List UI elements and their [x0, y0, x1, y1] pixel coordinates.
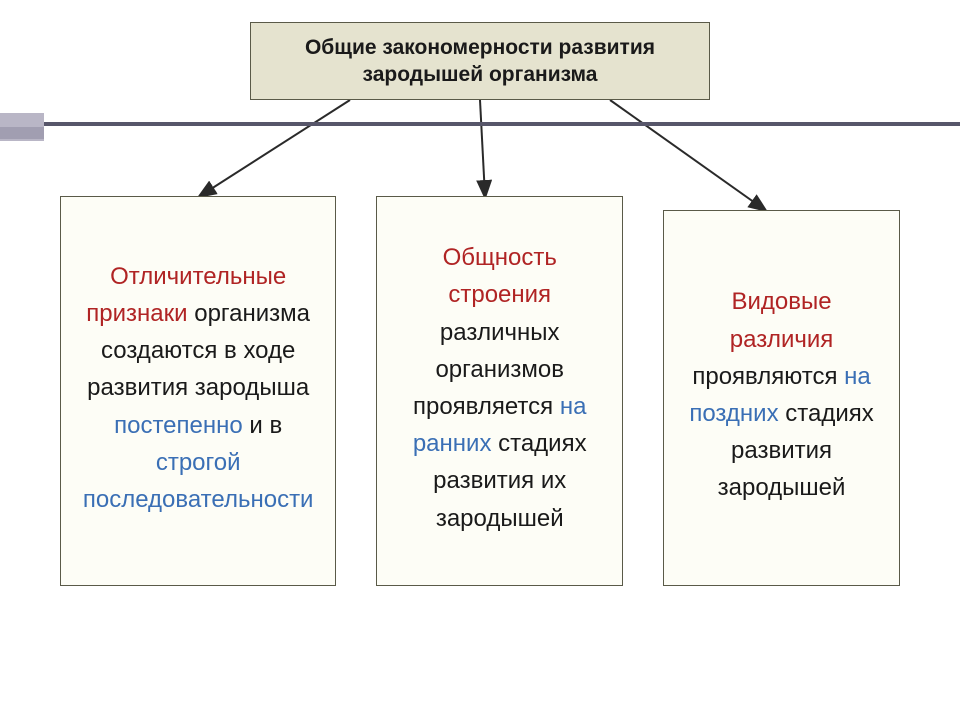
- column-text-0: Отличительные признаки организма создают…: [75, 258, 321, 518]
- text-segment: Отличительные: [110, 263, 286, 290]
- text-segment: постепенно: [114, 412, 243, 439]
- header-box: Общие закономерности развития зародышей …: [250, 22, 710, 100]
- text-segment: проявляются: [692, 363, 844, 390]
- column-text-2: Видовые различия проявляются на поздних …: [678, 283, 885, 506]
- text-segment: различия: [730, 326, 833, 353]
- column-box-1: Общность строения различных организмов п…: [376, 196, 623, 586]
- divider-line-dark: [0, 122, 960, 126]
- header-title: Общие закономерности развития зародышей …: [271, 34, 689, 89]
- columns-container: Отличительные признаки организма создают…: [0, 196, 960, 586]
- column-text-1: Общность строения различных организмов п…: [391, 239, 608, 537]
- text-segment: различных организмов проявляется: [413, 319, 564, 420]
- divider-accent-block-lower: [0, 127, 44, 139]
- divider-line: [0, 122, 960, 126]
- text-segment: Общность: [443, 244, 557, 271]
- text-segment: последовательности: [83, 486, 314, 513]
- text-segment: строгой: [156, 449, 241, 476]
- text-segment: и в: [243, 412, 283, 439]
- text-segment: Видовые: [731, 288, 831, 315]
- column-box-2: Видовые различия проявляются на поздних …: [663, 210, 900, 586]
- text-segment: строения: [448, 281, 551, 308]
- text-segment: признаки: [86, 300, 187, 327]
- column-box-0: Отличительные признаки организма создают…: [60, 196, 336, 586]
